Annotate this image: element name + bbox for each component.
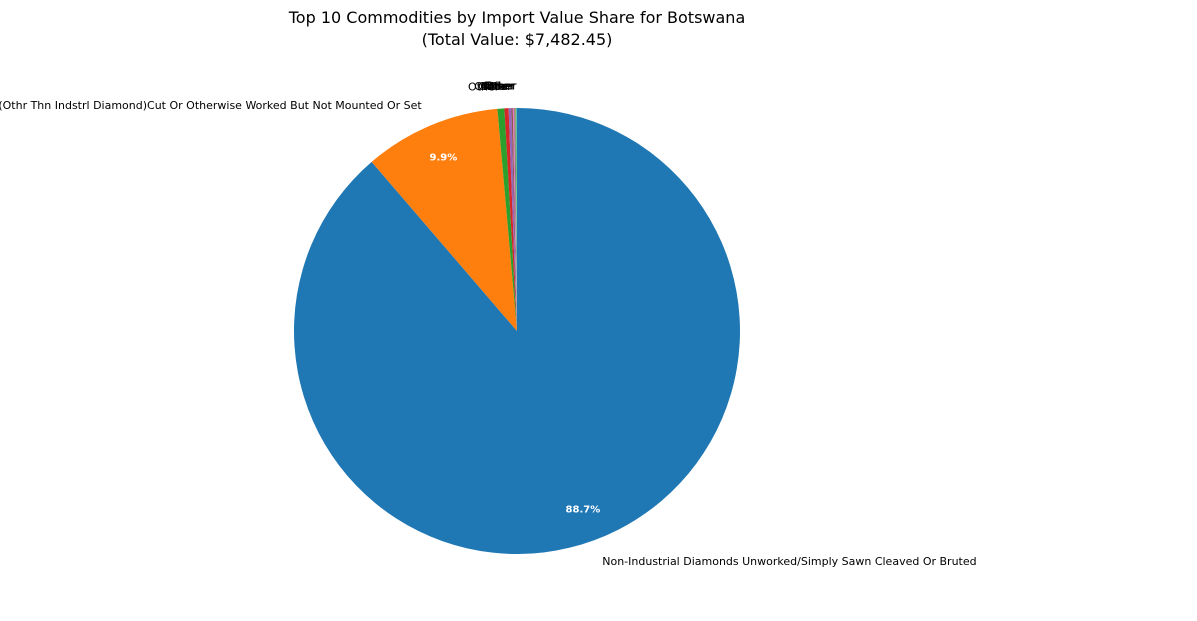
pie-slice-6: [511, 108, 517, 331]
slice-percent-1: 88.7%: [566, 505, 601, 516]
chart-subtitle: (Total Value: $7,482.45): [422, 30, 613, 49]
slice-label-2: Diamond(Othr Thn Indstrl Diamond)Cut Or …: [0, 99, 422, 112]
pie-slices: [294, 108, 740, 554]
slice-percent-labels: 88.7% 9.9%: [429, 152, 600, 515]
slice-label-10: Other: [485, 80, 517, 93]
pie-slice-9: [515, 108, 517, 331]
pie-slice-2: [371, 108, 517, 331]
slice-labels: Non-Industrial Diamonds Unworked/Simply …: [0, 80, 977, 568]
slice-percent-2: 9.9%: [429, 152, 457, 163]
slice-label-4: Other: [474, 80, 506, 93]
pie-slice-8: [514, 108, 517, 332]
slice-label-7: Other: [482, 80, 514, 93]
chart-title: Top 10 Commodities by Import Value Share…: [288, 8, 746, 27]
slice-label-1: Non-Industrial Diamonds Unworked/Simply …: [602, 555, 976, 568]
pie-slice-10: [516, 108, 517, 331]
slice-label-3: Other: [468, 80, 500, 93]
pie-slice-4: [504, 108, 517, 331]
slice-label-8: Other: [483, 80, 515, 93]
slice-label-6: Other: [480, 80, 512, 93]
pie-slice-7: [512, 108, 517, 331]
slice-label-5: Other: [478, 80, 510, 93]
pie-slice-5: [508, 108, 517, 331]
pie-slice-3: [497, 108, 517, 332]
slice-label-9: Other: [485, 80, 517, 93]
